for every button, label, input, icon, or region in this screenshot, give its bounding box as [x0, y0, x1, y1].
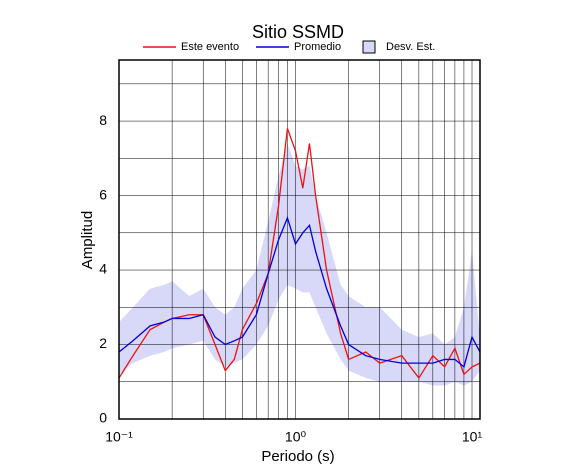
legend-swatch: [362, 40, 376, 54]
plot-frame: [118, 59, 481, 420]
legend-label: Desv. Est.: [386, 41, 435, 53]
y-tick-label: 0: [99, 410, 107, 426]
x-axis-label: Periodo (s): [261, 448, 334, 465]
legend-label: Promedio: [294, 41, 341, 53]
x-tick-label: 10¹: [462, 429, 483, 445]
y-tick-label: 8: [99, 112, 107, 128]
line: [118, 128, 481, 380]
y-tick-label: 2: [99, 335, 107, 351]
chart-title: Sitio SSMD: [252, 22, 344, 42]
legend-label: Este evento: [181, 41, 239, 53]
y-axis-label: Amplitud: [79, 211, 96, 269]
line: [118, 215, 481, 369]
x-tick-label: 10⁰: [285, 429, 307, 445]
x-tick-label: 10⁻¹: [105, 429, 133, 445]
y-tick-label: 4: [99, 261, 107, 277]
y-tick-label: 6: [99, 186, 107, 202]
std-band: [119, 143, 480, 386]
